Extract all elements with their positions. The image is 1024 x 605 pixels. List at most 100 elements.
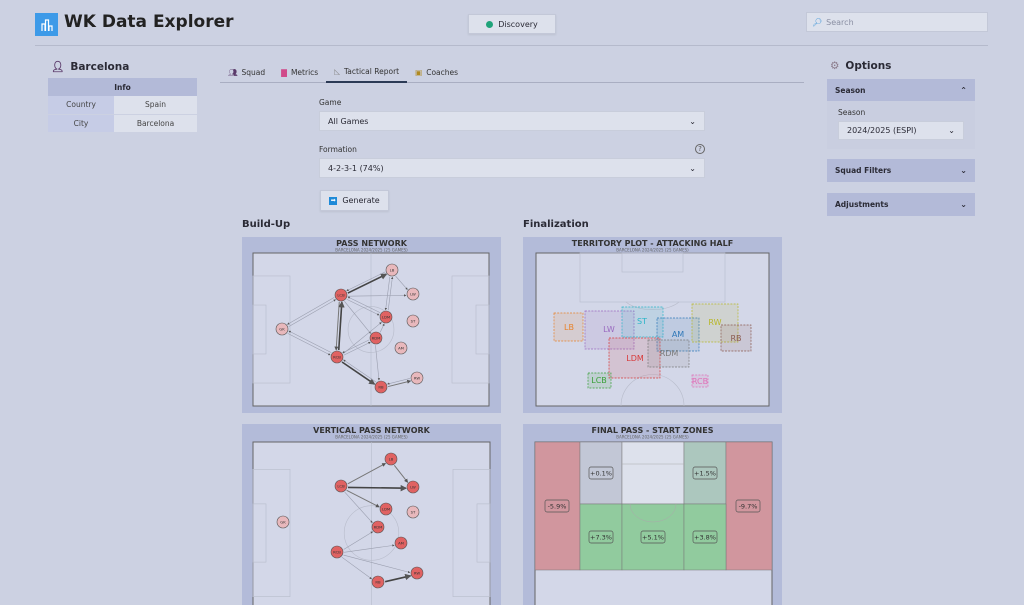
zone-value-box xyxy=(544,499,570,513)
center-circle xyxy=(347,306,395,353)
player-node-rb xyxy=(374,380,388,394)
gear-icon: ⚙ xyxy=(830,60,840,72)
player-node-lb xyxy=(385,263,399,277)
formation-label: Formation xyxy=(319,145,357,154)
player-node-rcb xyxy=(330,545,344,559)
header-divider xyxy=(35,45,988,46)
territory-zone-lw xyxy=(584,310,635,350)
start-zone xyxy=(725,441,773,571)
coach-icon: ▣ xyxy=(415,68,423,77)
pass-arrow-lcb-rdm xyxy=(344,301,371,334)
six-yard-box xyxy=(621,252,684,273)
pass-arrow-lcb-ldm xyxy=(346,298,380,316)
pass-arrow-lb-lcb xyxy=(346,271,386,292)
tab-squad[interactable]: 👥︎ Squad xyxy=(220,62,273,83)
pass-arrow-lcb-gk xyxy=(287,297,335,325)
discovery-button[interactable]: Discovery xyxy=(468,14,556,34)
zone-label: LW xyxy=(603,325,615,334)
person-icon: 👤︎ xyxy=(51,61,65,73)
options-header: ⚙ Options xyxy=(830,60,891,72)
player-node-st xyxy=(406,314,420,328)
player-label: RDM xyxy=(372,336,381,341)
options-title: Options xyxy=(845,60,892,72)
team-header: 👤︎ Barcelona xyxy=(51,60,129,74)
tab-label: Coaches xyxy=(426,68,459,77)
player-label: LW xyxy=(410,292,416,297)
zone-value: +0.1% xyxy=(590,470,612,478)
chart-title: VERTICAL PASS NETWORK xyxy=(313,426,431,435)
territory-plot-chart: TERRITORY PLOT - ATTACKING HALF BARCELONA… xyxy=(523,237,782,413)
player-node-rdm xyxy=(371,520,385,534)
player-node-rw xyxy=(410,371,424,385)
player-label: RB xyxy=(378,385,384,390)
pass-arrow-lcb-rdm xyxy=(344,491,373,523)
player-label: RCB xyxy=(333,355,341,360)
player-label: LB xyxy=(389,457,394,462)
row-value: Barcelona xyxy=(114,114,197,133)
start-zone xyxy=(579,503,623,571)
player-node-lw xyxy=(406,287,420,301)
player-node-am xyxy=(394,536,408,550)
pass-arrow-rb-rw xyxy=(384,573,412,583)
player-label: LCB xyxy=(337,293,345,298)
six-yard-box xyxy=(476,503,491,563)
territory-zone-rb xyxy=(720,324,752,352)
pass-arrow-rcb-rb xyxy=(341,361,376,385)
player-label: LW xyxy=(410,485,416,490)
pass-arrow-lb-ldm xyxy=(384,276,391,311)
pass-arrow-ldm-lb xyxy=(387,276,394,311)
pass-arrow-rcb-gk xyxy=(288,330,332,353)
tab-tactical-report[interactable]: ◺ Tactical Report xyxy=(326,62,408,83)
zone-value-box xyxy=(640,530,666,544)
adjustments-accordion[interactable]: Adjustments ⌄ xyxy=(827,193,975,216)
help-icon[interactable]: ? xyxy=(695,144,705,154)
pass-arrow-lcb-lb xyxy=(347,463,387,485)
penalty-arc xyxy=(629,503,677,523)
zone-value: +1.5% xyxy=(694,470,716,478)
player-node-st xyxy=(406,505,420,519)
game-select[interactable]: All Games ⌄ xyxy=(319,111,705,131)
pass-arrow-lcb-lw xyxy=(348,294,407,297)
zone-value-box xyxy=(588,530,614,544)
chart-icon: ▇ xyxy=(281,68,287,77)
chart-subtitle: BARCELONA 2024/2025 (25 GAMES) xyxy=(335,248,408,253)
chart-subtitle: BARCELONA 2024/2025 (25 GAMES) xyxy=(335,435,408,440)
player-label: RCB xyxy=(333,550,341,555)
season-accordion-header[interactable]: Season ⌃ xyxy=(827,79,975,101)
zone-value-box xyxy=(692,530,718,544)
player-node-rb xyxy=(371,575,385,589)
center-circle xyxy=(343,505,400,561)
pass-arrow-lcb-lw xyxy=(347,484,408,492)
start-zone xyxy=(683,503,727,571)
player-node-rdm xyxy=(369,331,383,345)
tab-metrics[interactable]: ▇ Metrics xyxy=(273,62,326,83)
chevron-down-icon: ⌄ xyxy=(948,126,955,135)
formation-select[interactable]: 4-2-3-1 (74%) ⌄ xyxy=(319,158,705,178)
pass-arrow-lb-lw xyxy=(395,275,408,290)
tab-coaches[interactable]: ▣ Coaches xyxy=(407,62,466,83)
player-label: RW xyxy=(414,571,420,576)
row-key: Country xyxy=(48,96,115,115)
search-icon: 🔎︎ xyxy=(812,17,823,27)
pass-arrow-gk-rcb xyxy=(287,333,331,356)
vertical-pass-network-chart: VERTICAL PASS NETWORK BARCELONA 2024/2025… xyxy=(242,424,501,605)
season-select[interactable]: 2024/2025 (ESPI) ⌄ xyxy=(838,121,964,140)
squad-filters-accordion[interactable]: Squad Filters ⌄ xyxy=(827,159,975,182)
player-label: ST xyxy=(411,319,416,324)
zone-value-box xyxy=(692,466,718,480)
territory-zone-lcb xyxy=(587,372,612,389)
chevron-up-icon: ⌃ xyxy=(960,85,967,95)
player-label: AM xyxy=(398,346,404,351)
bar-chart-icon xyxy=(40,18,53,31)
pass-arrow-rcb-ldm xyxy=(343,322,382,354)
start-zone xyxy=(621,441,685,505)
zone-value: +5.1% xyxy=(642,534,664,542)
player-node-gk xyxy=(275,322,289,336)
generate-button[interactable]: ➡ Generate xyxy=(320,190,389,211)
tab-label: Tactical Report xyxy=(343,67,400,76)
zone-value: +7.3% xyxy=(590,534,612,542)
search-input[interactable]: 🔎︎ Search xyxy=(806,12,988,32)
zone-label: LDM xyxy=(626,354,644,363)
player-node-lb xyxy=(384,452,398,466)
territory-zone-st xyxy=(621,306,664,338)
